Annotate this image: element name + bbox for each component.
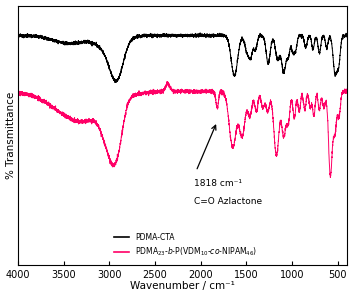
Text: C=O Azlactone: C=O Azlactone xyxy=(194,197,262,206)
Text: 1818 cm⁻¹: 1818 cm⁻¹ xyxy=(194,179,242,188)
Legend: PDMA-CTA, PDMA$_{23}$-$b$-P(VDM$_{10}$-$co$-NIPAM$_{46}$): PDMA-CTA, PDMA$_{23}$-$b$-P(VDM$_{10}$-$… xyxy=(110,230,260,261)
Y-axis label: % Transmittance: % Transmittance xyxy=(6,92,16,179)
X-axis label: Wavenumber / cm⁻¹: Wavenumber / cm⁻¹ xyxy=(130,282,235,291)
